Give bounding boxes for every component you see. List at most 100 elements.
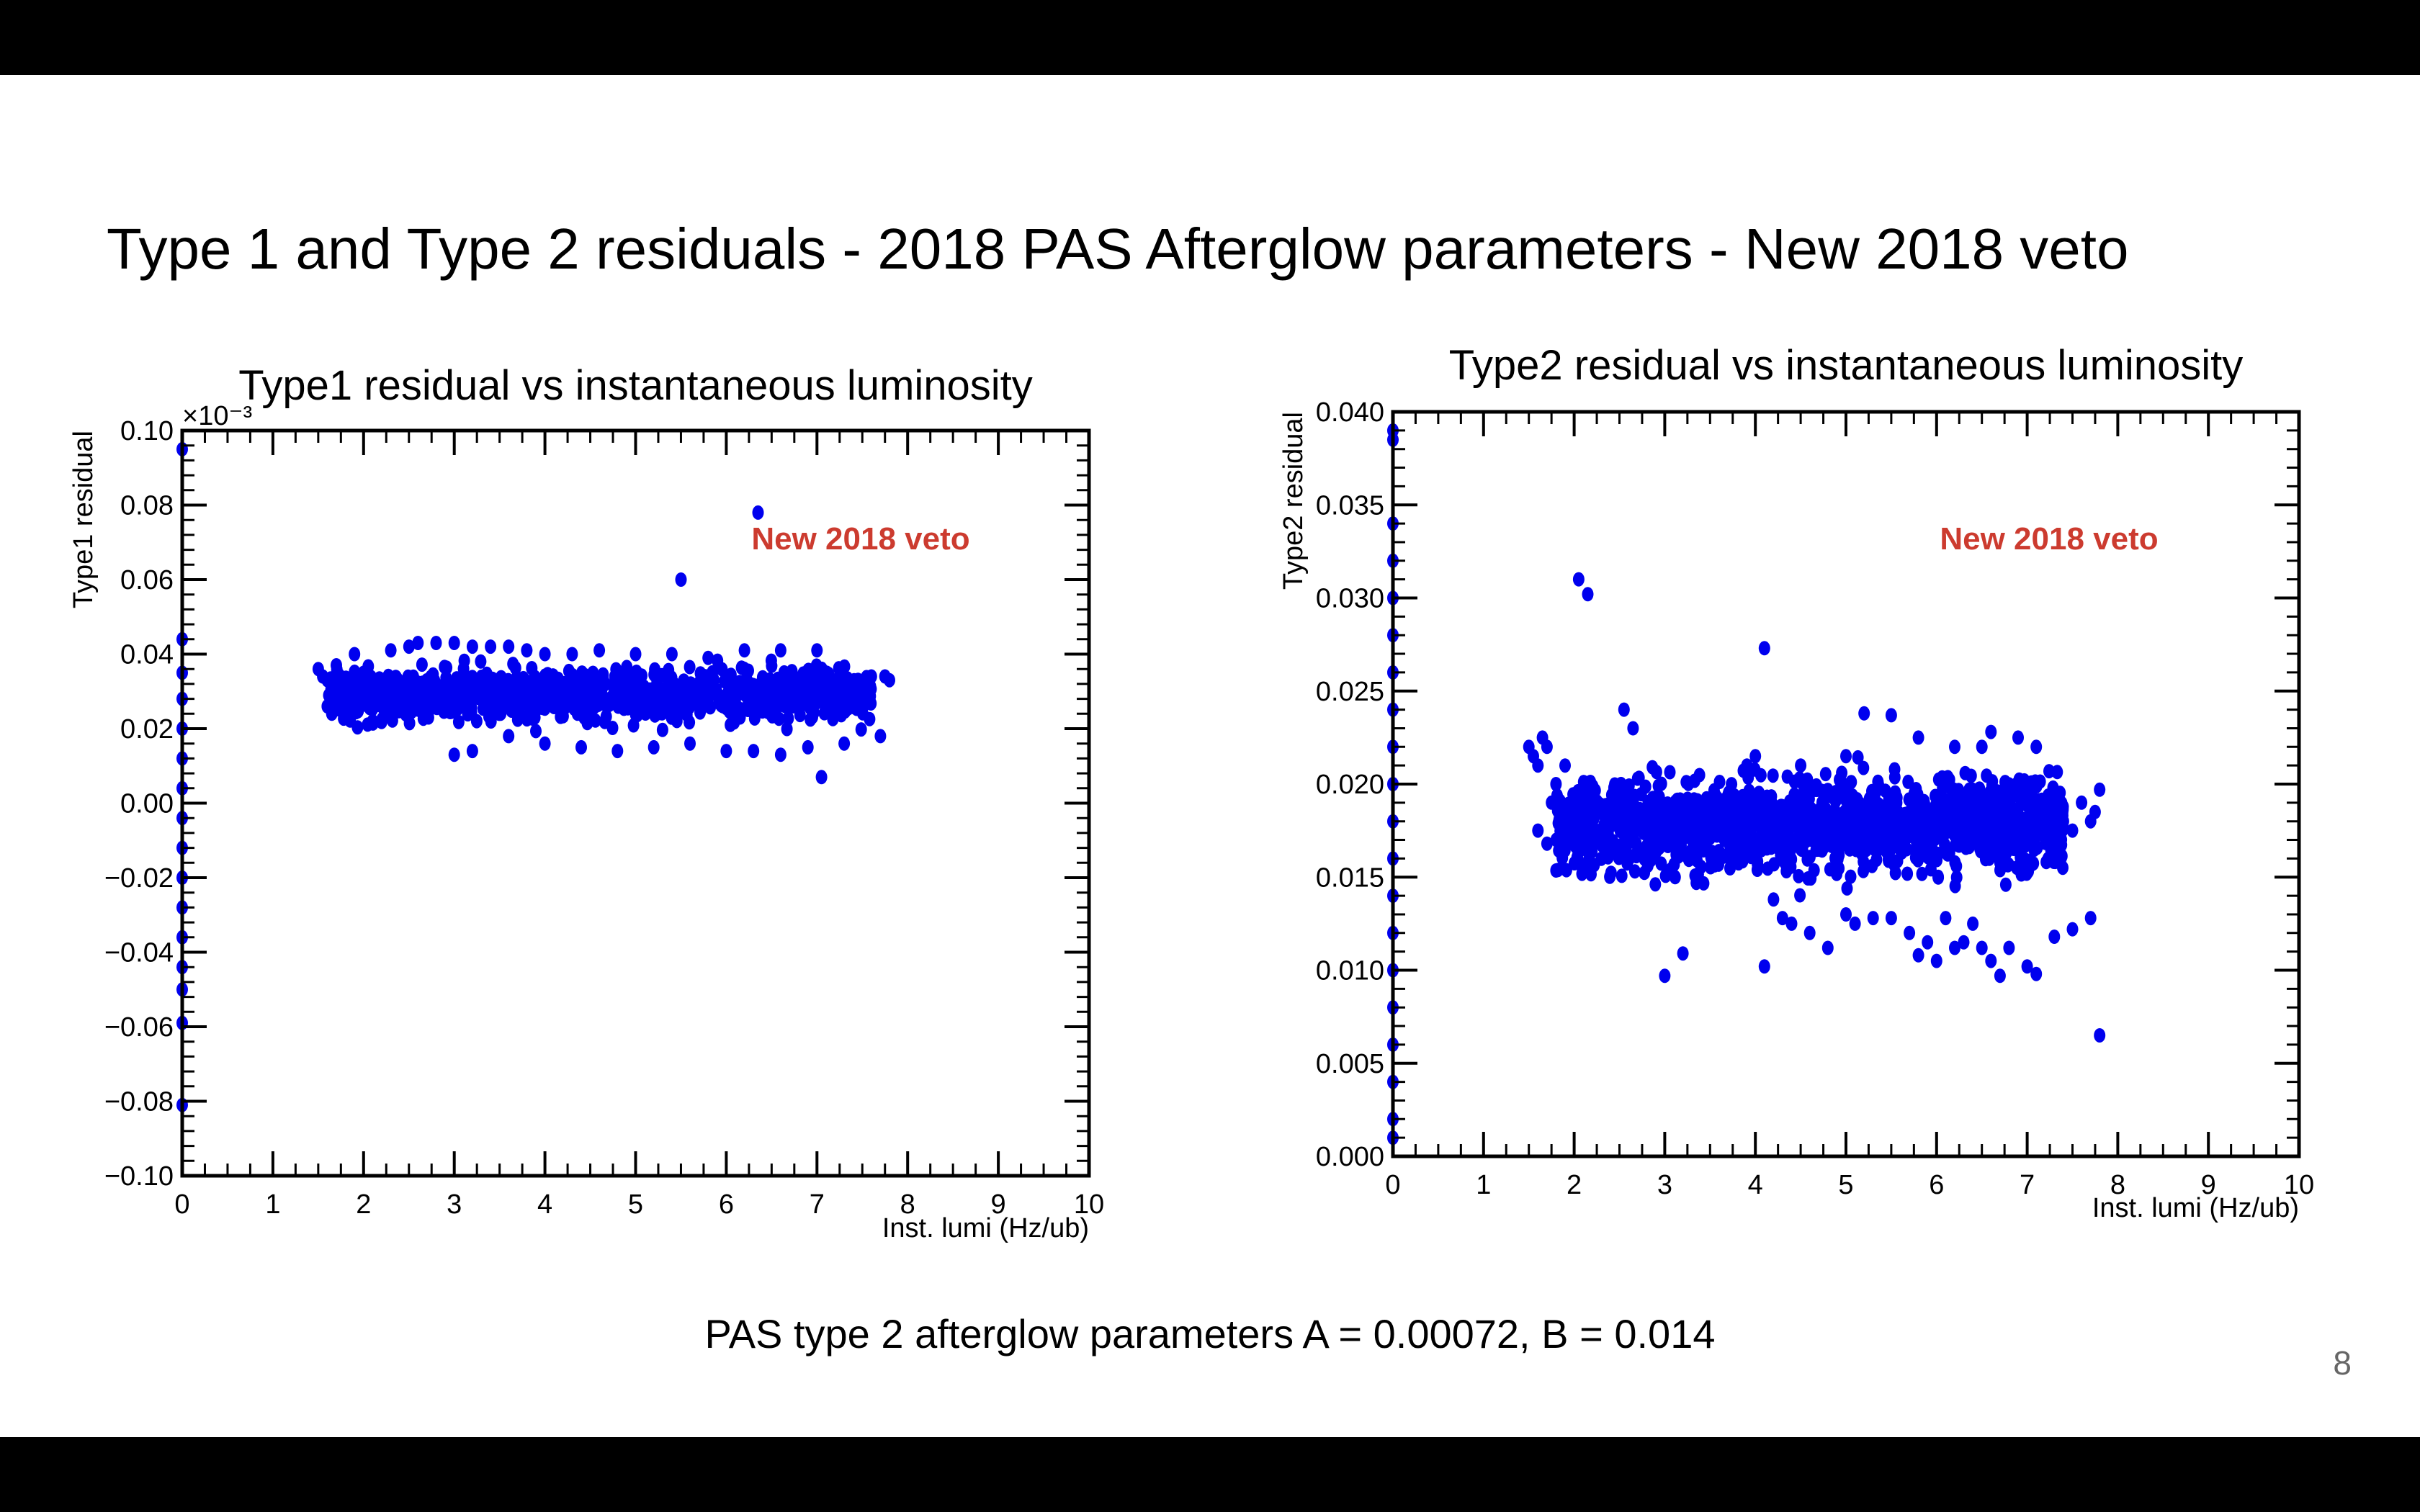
data-point <box>1805 824 1816 839</box>
data-point <box>1985 724 1997 739</box>
data-point <box>509 686 521 701</box>
data-point <box>1645 844 1657 859</box>
data-point <box>793 684 805 699</box>
data-point <box>2048 930 2061 944</box>
data-point <box>1840 907 1852 922</box>
data-point <box>1561 824 1574 839</box>
type1-residual-chart: 0 1 2 3 4 5 6 7 8 9 10−0.10−0.08−0.06−0.04−0.020.0… <box>68 362 1104 1243</box>
data-point <box>1872 774 1884 789</box>
data-point <box>439 660 451 675</box>
data-point <box>1829 850 1841 865</box>
data-point <box>695 702 707 717</box>
data-point <box>1936 819 1948 834</box>
data-point <box>2030 966 2043 981</box>
data-point <box>416 657 428 672</box>
data-point <box>1934 802 1946 817</box>
data-point <box>354 686 366 701</box>
data-point <box>635 668 647 683</box>
data-point <box>1581 814 1593 829</box>
data-point <box>452 714 465 729</box>
veto-annotation: New 2018 veto <box>1940 521 2158 557</box>
data-point <box>1950 870 1963 885</box>
data-point <box>2089 804 2101 819</box>
data-point <box>1865 827 1878 842</box>
data-point <box>1965 768 1977 783</box>
data-point <box>1916 866 1928 881</box>
data-point <box>1949 739 1960 755</box>
data-point <box>671 714 683 729</box>
data-point <box>1571 850 1583 865</box>
data-point <box>1844 842 1856 857</box>
data-point <box>480 666 493 681</box>
data-point <box>1638 810 1650 824</box>
data-point <box>1664 765 1676 780</box>
data-point <box>1883 853 1895 868</box>
data-point <box>624 678 636 693</box>
data-point <box>429 693 441 708</box>
data-point <box>363 691 375 706</box>
data-point <box>2027 856 2040 871</box>
data-point <box>1649 792 1661 807</box>
data-point <box>477 701 489 716</box>
data-point <box>855 722 867 737</box>
data-point <box>786 664 798 679</box>
data-point <box>1943 773 1955 787</box>
data-point <box>458 698 470 714</box>
data-point <box>1646 760 1659 775</box>
data-point <box>813 676 825 691</box>
data-point <box>1627 721 1639 736</box>
data-point <box>606 721 619 735</box>
data-point <box>1904 925 1916 940</box>
data-point <box>1569 835 1582 850</box>
data-point <box>1635 787 1647 802</box>
data-point <box>2066 922 2079 937</box>
data-point <box>1987 787 1999 802</box>
data-point <box>1677 946 1689 961</box>
data-point <box>1912 948 1924 963</box>
data-point <box>652 694 664 709</box>
data-point <box>627 718 640 733</box>
data-point <box>1773 811 1785 827</box>
data-point <box>1604 869 1616 884</box>
data-point <box>1902 774 1914 789</box>
data-point <box>521 712 533 727</box>
data-point <box>1821 940 1834 955</box>
x-axis-label: Inst. lumi (Hz/ub) <box>2092 1193 2299 1223</box>
data-point <box>1930 953 1942 968</box>
data-point <box>1659 968 1671 984</box>
data-point <box>366 678 377 693</box>
data-point <box>344 713 357 728</box>
data-point <box>1555 846 1567 861</box>
data-point <box>2051 765 2063 780</box>
data-point <box>1736 851 1749 866</box>
data-point <box>1659 868 1672 883</box>
data-point <box>666 670 678 685</box>
data-point <box>1729 804 1742 819</box>
data-point <box>1932 847 1945 861</box>
data-point <box>610 662 622 677</box>
data-point <box>383 675 395 690</box>
data-point <box>1655 776 1667 791</box>
x-tick-label: 3 <box>1657 1170 1672 1200</box>
data-point <box>1618 826 1630 841</box>
data-point <box>582 690 594 705</box>
data-point <box>684 660 696 675</box>
data-point <box>1908 797 1920 812</box>
x-tick-label: 6 <box>1929 1170 1944 1200</box>
data-point <box>1885 911 1897 926</box>
data-point <box>1734 832 1747 847</box>
data-point <box>1742 805 1754 820</box>
x-tick-label: 4 <box>1748 1170 1763 1200</box>
data-point <box>637 704 649 719</box>
data-point <box>1917 832 1930 847</box>
data-point <box>429 673 441 688</box>
x-tick-label: 5 <box>1838 1170 1853 1200</box>
data-point <box>772 671 784 686</box>
data-point <box>611 695 624 710</box>
data-point <box>2003 940 2015 955</box>
data-point <box>557 681 569 696</box>
data-point <box>1866 858 1878 873</box>
data-point <box>1802 871 1814 886</box>
data-point <box>782 711 794 726</box>
data-point <box>1888 762 1901 777</box>
